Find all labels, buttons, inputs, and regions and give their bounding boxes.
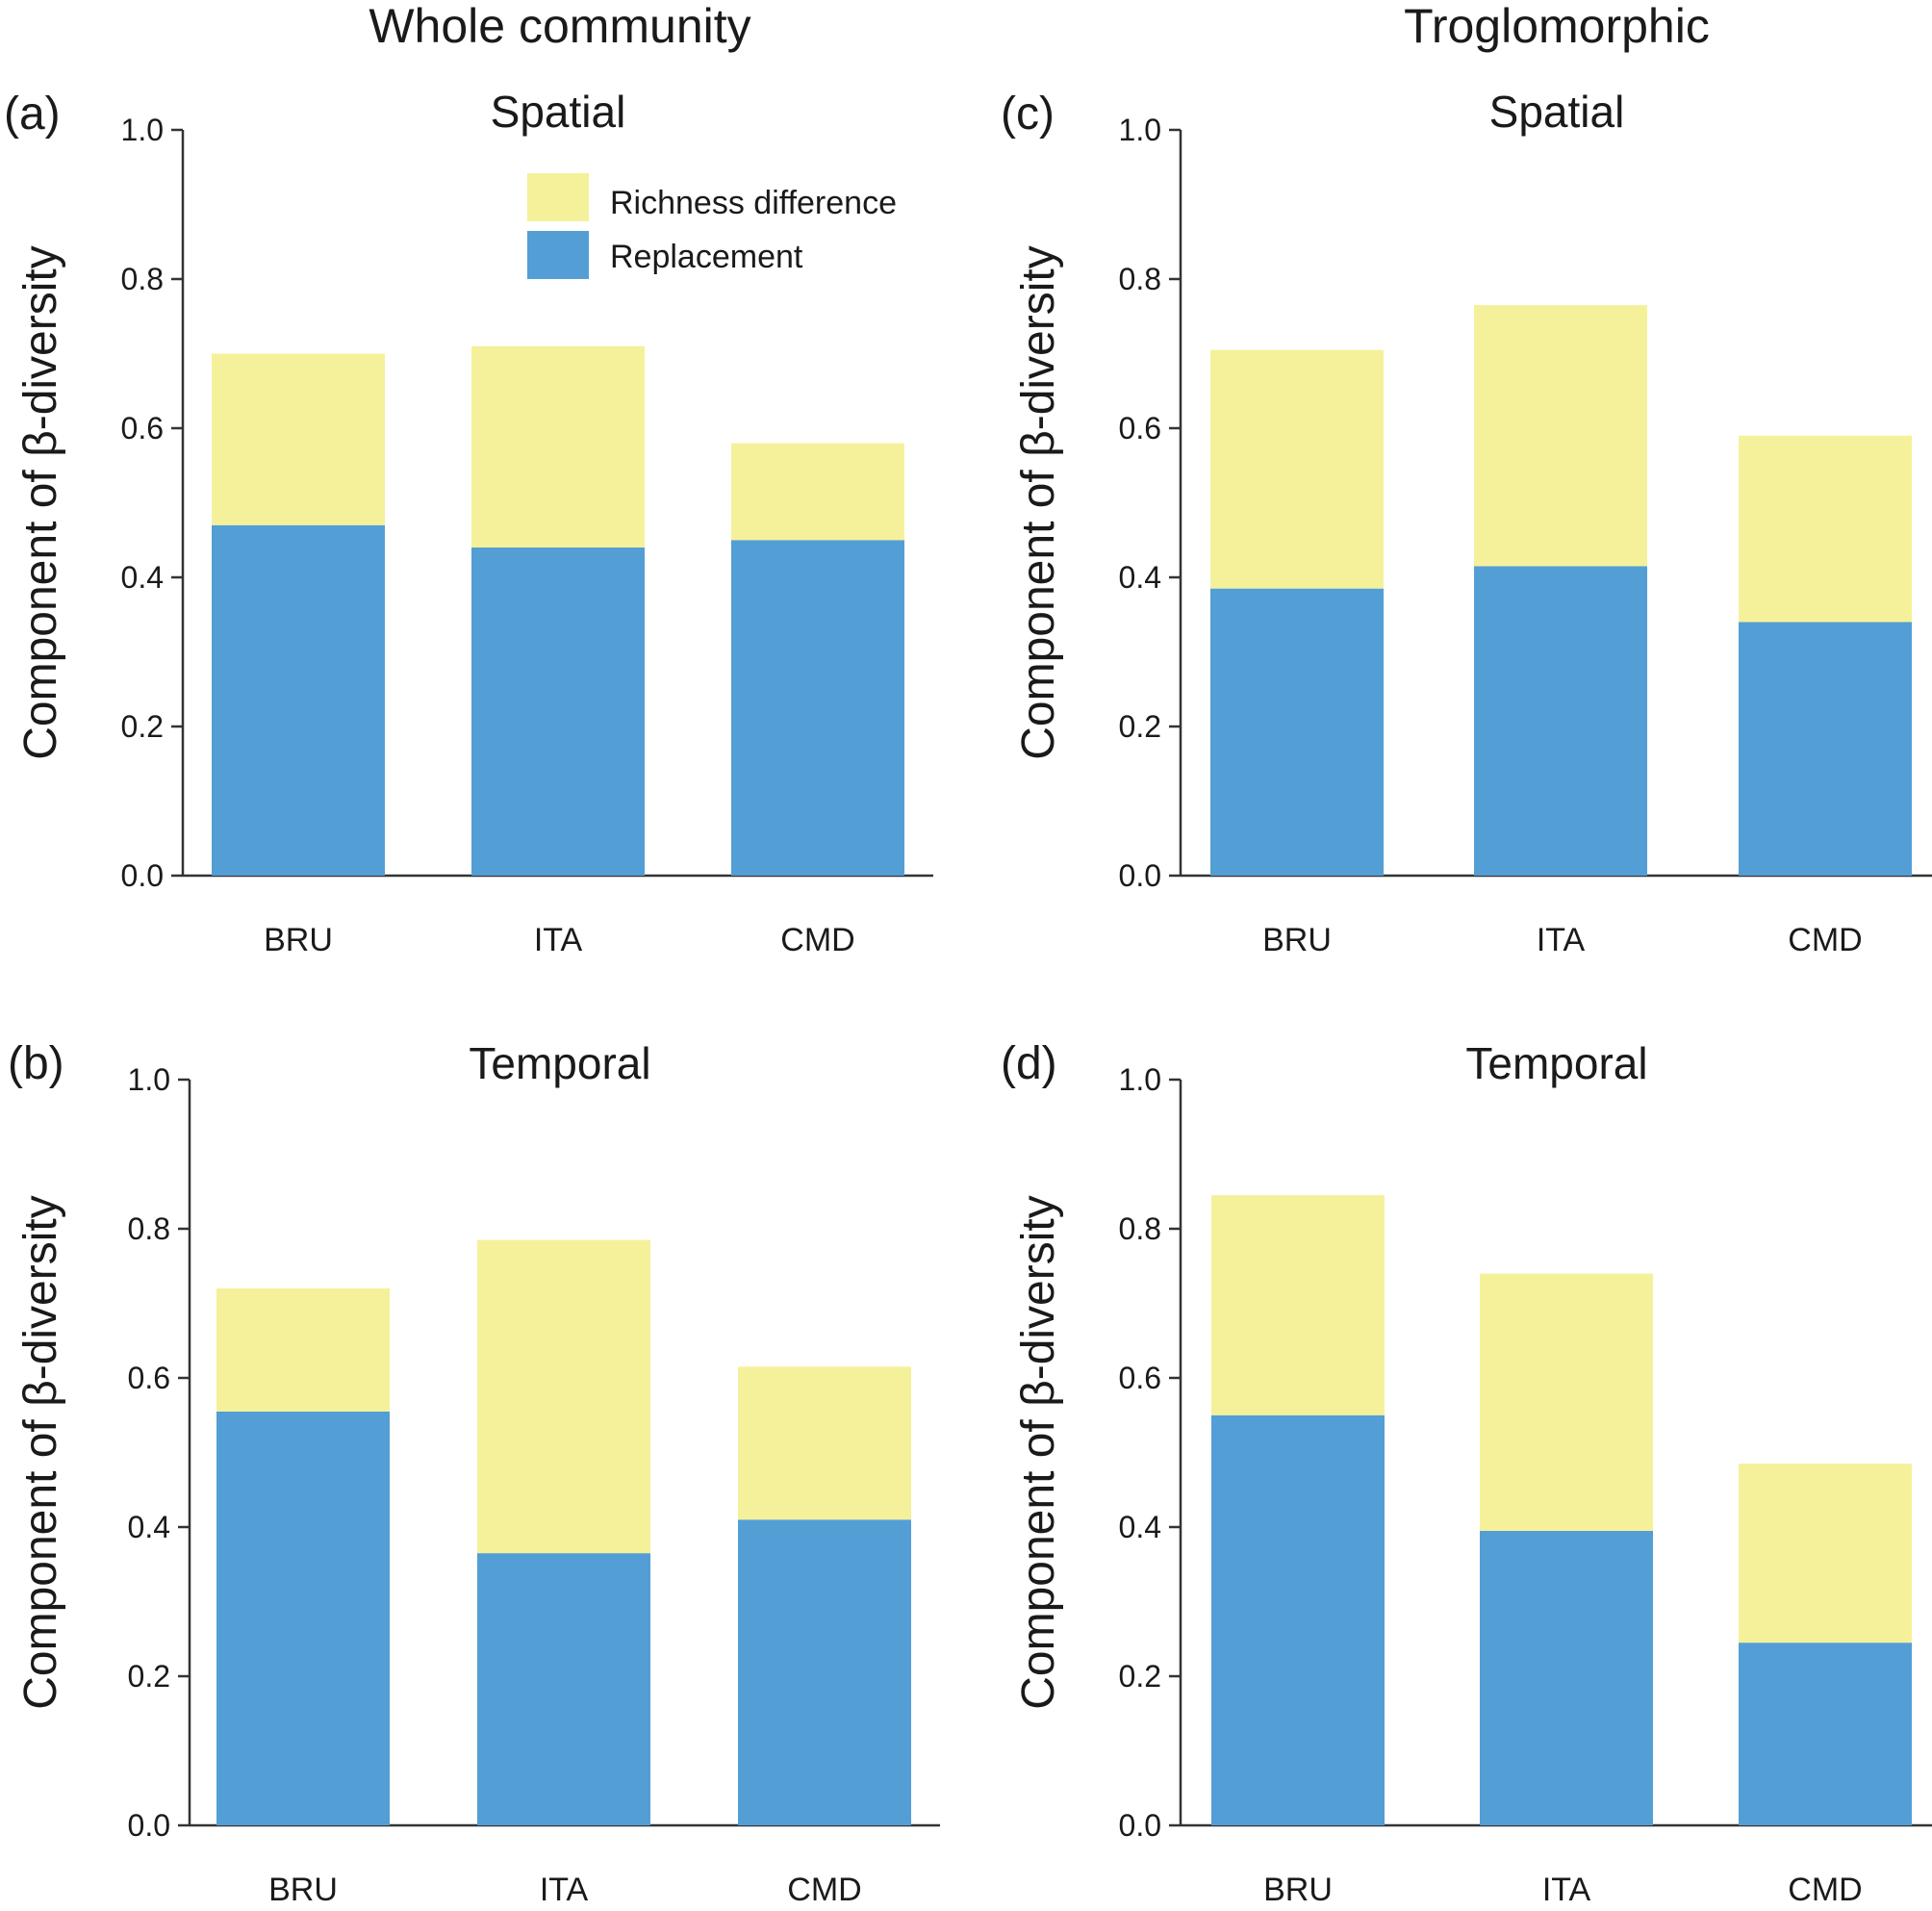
x-category-label: CMD — [780, 922, 854, 958]
y-tick-label: 0.8 — [1119, 262, 1161, 296]
x-category-label: ITA — [534, 922, 583, 958]
bar-richness-cmd — [738, 1366, 911, 1520]
y-tick-label: 0.4 — [128, 1510, 170, 1544]
y-tick-label: 0.0 — [1119, 858, 1161, 893]
y-tick-label: 1.0 — [121, 113, 164, 147]
y-tick-label: 1.0 — [128, 1062, 170, 1097]
bar-replacement-cmd — [731, 540, 904, 876]
panel-title: Temporal — [469, 1038, 650, 1088]
x-category-label: ITA — [1537, 922, 1586, 958]
bar-replacement-ita — [471, 548, 645, 876]
bar-richness-bru — [216, 1288, 390, 1412]
bar-replacement-ita — [477, 1553, 650, 1825]
y-tick-label: 0.6 — [128, 1361, 170, 1395]
y-axis-label: Component of β-diversity — [15, 1195, 66, 1710]
bar-replacement-bru — [1210, 588, 1384, 876]
y-tick-label: 1.0 — [1119, 113, 1161, 147]
y-tick-label: 0.6 — [1119, 1361, 1161, 1395]
y-tick-label: 1.0 — [1119, 1062, 1161, 1097]
panel-title: Temporal — [1465, 1038, 1647, 1088]
bar-replacement-cmd — [738, 1519, 911, 1825]
panel-label: (d) — [1001, 1038, 1057, 1089]
legend-swatch-richness — [527, 173, 589, 221]
x-category-label: CMD — [1788, 1872, 1862, 1908]
bar-richness-cmd — [731, 443, 904, 541]
column-title-troglomorphic: Troglomorphic — [1404, 0, 1710, 53]
y-tick-label: 0.8 — [128, 1211, 170, 1246]
bar-replacement-ita — [1474, 566, 1647, 876]
y-tick-label: 0.8 — [1119, 1211, 1161, 1246]
x-category-label: ITA — [540, 1872, 589, 1908]
y-tick-label: 0.0 — [121, 858, 164, 893]
bar-replacement-cmd — [1739, 1643, 1912, 1825]
bar-richness-bru — [1210, 349, 1384, 589]
y-tick-label: 0.4 — [1119, 1510, 1161, 1544]
x-category-label: BRU — [1262, 922, 1332, 958]
panel-a: (a) Spatial Component of β-diversity 0.0 0.2… — [4, 87, 933, 958]
legend-swatch-replacement — [527, 231, 589, 279]
legend-label-replacement: Replacement — [610, 239, 803, 275]
y-axis-label: Component of β-diversity — [1013, 1195, 1064, 1710]
bar-replacement-ita — [1480, 1530, 1653, 1825]
panel-label: (b) — [8, 1038, 64, 1089]
x-category-label: BRU — [1263, 1872, 1333, 1908]
y-tick-label: 0.8 — [121, 262, 164, 296]
x-category-label: BRU — [268, 1872, 338, 1908]
panel-b: (b) Temporal Component of β-diversity 0.0 0.… — [8, 1038, 940, 1908]
legend: Richness difference Replacement — [527, 173, 897, 279]
y-tick-label: 0.4 — [121, 560, 164, 595]
y-axis-label: Component of β-diversity — [1013, 245, 1064, 760]
x-category-label: BRU — [264, 922, 333, 958]
panel-d: (d) Temporal Component of β-diversity 0.0 0.… — [1001, 1038, 1932, 1908]
y-tick-label: 0.2 — [1119, 1659, 1161, 1694]
legend-label-richness: Richness difference — [610, 185, 897, 221]
bar-richness-bru — [212, 353, 385, 525]
y-tick-label: 0.0 — [128, 1808, 170, 1843]
y-tick-label: 0.2 — [1119, 709, 1161, 744]
panel-title: Spatial — [491, 87, 626, 137]
bar-replacement-bru — [1211, 1414, 1385, 1825]
x-category-label: ITA — [1542, 1872, 1591, 1908]
panel-c: (c) Spatial Component of β-diversity 0.0 0.2… — [1001, 87, 1932, 958]
x-category-label: CMD — [787, 1872, 861, 1908]
panel-label: (a) — [4, 89, 61, 140]
panel-label: (c) — [1001, 89, 1055, 140]
y-tick-label: 0.0 — [1119, 1808, 1161, 1843]
bar-richness-ita — [1480, 1273, 1653, 1531]
bar-richness-cmd — [1739, 435, 1912, 623]
y-tick-label: 0.2 — [128, 1659, 170, 1694]
bar-replacement-cmd — [1739, 622, 1912, 876]
bar-richness-ita — [477, 1239, 650, 1554]
y-tick-label: 0.4 — [1119, 560, 1161, 595]
bar-richness-cmd — [1739, 1464, 1912, 1643]
bar-replacement-bru — [216, 1411, 390, 1825]
y-tick-label: 0.6 — [1119, 411, 1161, 446]
bar-replacement-bru — [212, 524, 385, 876]
y-tick-label: 0.2 — [121, 709, 164, 744]
panel-title: Spatial — [1489, 87, 1625, 137]
bar-richness-bru — [1211, 1195, 1385, 1415]
y-axis-label: Component of β-diversity — [15, 245, 66, 760]
bar-richness-ita — [471, 345, 645, 548]
y-tick-label: 0.6 — [121, 411, 164, 446]
bar-richness-ita — [1474, 305, 1647, 567]
x-category-label: CMD — [1788, 922, 1862, 958]
column-title-whole-community: Whole community — [369, 0, 750, 53]
